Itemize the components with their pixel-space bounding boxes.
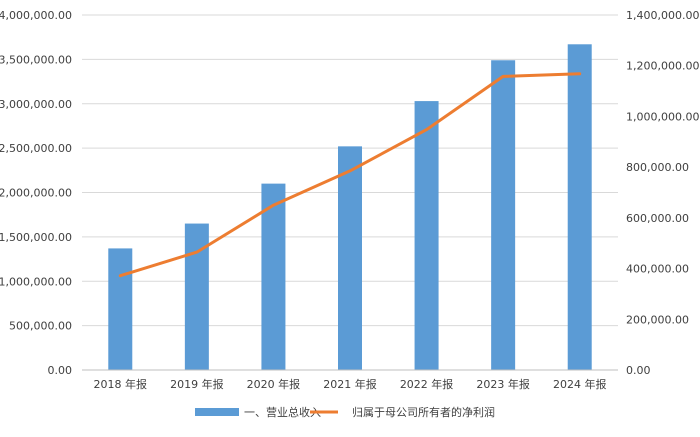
right-tick-label: 800,000.00 (626, 161, 689, 174)
x-tick-label: 2024 年报 (553, 377, 607, 391)
x-tick-label: 2020 年报 (247, 377, 301, 391)
x-axis: 2018 年报 2019 年报 2020 年报 2021 年报 2022 年报 2023 … (82, 370, 618, 391)
bar-revenue-4 (415, 101, 439, 370)
legend-label-revenue: 一、营业总收入 (244, 405, 321, 419)
right-tick-label: 600,000.00 (626, 212, 689, 225)
bar-revenue-3 (338, 146, 362, 370)
right-tick-label: 1,200,000.00 (626, 60, 699, 73)
left-tick-label: 4,000,000.00 (0, 9, 72, 22)
x-tick-label: 2023 年报 (476, 377, 530, 391)
bar-revenue-0 (108, 248, 132, 370)
right-y-axis: 0.00 200,000.00 400,000.00 600,000.00 800,00… (626, 9, 699, 377)
x-tick-label: 2018 年报 (94, 377, 148, 391)
right-tick-label: 200,000.00 (626, 313, 689, 326)
left-tick-label: 3,000,000.00 (0, 98, 72, 111)
right-tick-label: 1,000,000.00 (626, 110, 699, 123)
left-y-axis: 0.00 500,000.00 1,000,000.00 1,500,000.00 2,… (0, 9, 72, 377)
bar-revenue-5 (491, 60, 515, 370)
left-tick-label: 3,500,000.00 (0, 53, 72, 66)
left-tick-label: 0.00 (48, 364, 73, 377)
bar-revenue-6 (568, 44, 592, 370)
legend-swatch-revenue (195, 408, 239, 416)
right-tick-label: 1,400,000.00 (626, 9, 699, 22)
left-tick-label: 1,500,000.00 (0, 231, 72, 244)
legend-label-net-profit: 归属于母公司所有者的净利润 (352, 405, 495, 419)
x-tick-label: 2022 年报 (400, 377, 454, 391)
x-tick-label: 2019 年报 (170, 377, 224, 391)
right-tick-label: 400,000.00 (626, 263, 689, 276)
bar-series (108, 44, 591, 370)
left-tick-label: 500,000.00 (9, 320, 72, 333)
x-tick-label: 2021 年报 (323, 377, 377, 391)
left-tick-label: 2,500,000.00 (0, 142, 72, 155)
left-tick-label: 2,000,000.00 (0, 187, 72, 200)
right-tick-label: 0.00 (626, 364, 651, 377)
left-tick-label: 1,000,000.00 (0, 275, 72, 288)
legend: 一、营业总收入 归属于母公司所有者的净利润 (195, 405, 495, 419)
